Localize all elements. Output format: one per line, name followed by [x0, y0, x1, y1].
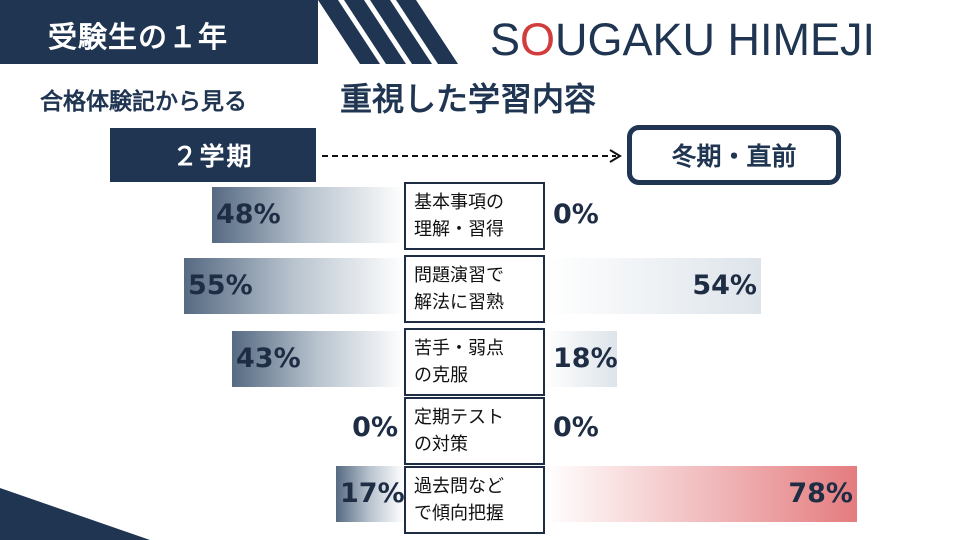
period-label-left: ２学期	[110, 128, 316, 182]
brand-logo: SOUGAKU HIMEJI	[490, 14, 875, 66]
bar-left-2	[232, 331, 404, 387]
category-line: 定期テスト	[414, 407, 504, 428]
bar-left-4	[336, 466, 404, 522]
category-line: 基本事項の	[414, 192, 504, 213]
category-label-4: 過去問などで傾向把握	[404, 466, 545, 534]
category-line: 問題演習で	[414, 265, 504, 286]
subtitle-prefix: 合格体験記から見る	[40, 89, 247, 115]
bar-right-1	[545, 258, 761, 314]
category-line: の克服	[414, 365, 468, 386]
value-label-right-1: 54%	[692, 270, 757, 301]
bar-right-2	[545, 331, 617, 387]
subtitle-main: 重視した学習内容	[340, 80, 597, 118]
category-label-2: 苦手・弱点 の克服	[404, 328, 545, 396]
arrow-icon	[322, 149, 622, 163]
value-label-left-1: 55%	[188, 270, 253, 301]
value-label-left-0: 48%	[216, 199, 281, 230]
value-label-right-4: 78%	[788, 478, 853, 509]
brand-suffix: UGAKU HIMEJI	[555, 14, 876, 65]
value-label-right-2: 18%	[553, 343, 618, 374]
value-label-right-0: 0%	[553, 199, 599, 230]
header-title: 受験生の１年	[48, 20, 229, 54]
period-label-right: 冬期・直前	[627, 125, 841, 185]
category-label-0: 基本事項の理解・習得	[404, 182, 545, 250]
corner-decoration	[0, 488, 150, 540]
header-bar	[0, 0, 318, 64]
category-label-1: 問題演習で解法に習熟	[404, 255, 545, 323]
header-stripes	[318, 0, 458, 64]
value-label-left-2: 43%	[236, 343, 301, 374]
category-line: 苦手・弱点	[414, 338, 504, 359]
value-label-right-3: 0%	[553, 412, 599, 443]
brand-accent-letter: O	[520, 14, 556, 65]
bar-right-4	[545, 466, 857, 522]
value-label-left-4: 17%	[340, 478, 405, 509]
value-label-left-3: 0%	[352, 412, 398, 443]
brand-prefix: S	[490, 14, 521, 65]
category-line: で傾向把握	[414, 503, 504, 524]
category-label-3: 定期テスト の対策	[404, 397, 545, 465]
bar-left-1	[184, 258, 404, 314]
category-line: 理解・習得	[414, 219, 504, 240]
category-line: 解法に習熟	[414, 292, 504, 313]
category-line: 過去問など	[414, 476, 504, 497]
bar-left-0	[212, 187, 404, 243]
category-line: の対策	[414, 434, 468, 455]
